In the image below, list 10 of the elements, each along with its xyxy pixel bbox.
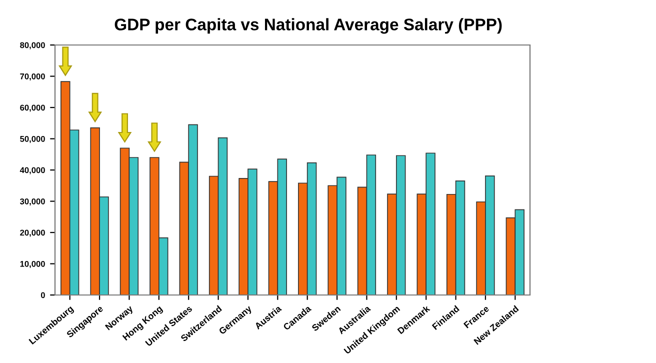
y-tick-label: 40,000 (20, 167, 45, 174)
y-tick-label: 80,000 (20, 42, 45, 50)
y-tick-label: 60,000 (20, 104, 45, 112)
chart-title: GDP per Capita vs National Average Salary (PPP) (114, 18, 502, 34)
y-tick-label: 50,000 (20, 136, 45, 144)
y-tick-label: 10,000 (20, 260, 45, 268)
y-tick-label: 20,000 (20, 230, 45, 237)
y-tick-label: 0 (40, 292, 45, 298)
y-tick-label: 30,000 (20, 198, 45, 206)
y-tick-label: 70,000 (20, 73, 45, 81)
